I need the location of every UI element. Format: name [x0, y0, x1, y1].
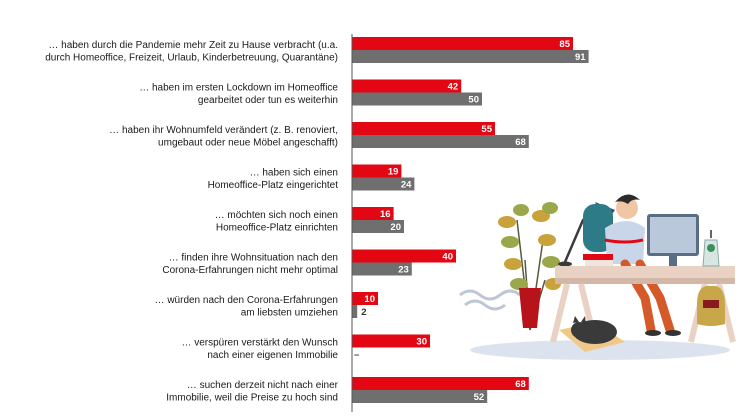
bar-series-1 — [352, 292, 378, 305]
books-icon — [583, 254, 613, 266]
bar-series-2 — [352, 92, 482, 106]
data-label: 55 — [481, 124, 492, 135]
bar-series-2 — [352, 220, 404, 233]
bar-series-2 — [352, 177, 415, 191]
floor-shadow — [470, 340, 730, 360]
category-label: … haben durch die Pandemie mehr Zeit zu … — [45, 40, 338, 64]
data-label: 2 — [361, 307, 366, 318]
bottle-icon — [697, 285, 725, 326]
category-label: … finden ihre Wohnsituation nach den Coro… — [162, 253, 338, 277]
category-label: … verspüren verstärkt den Wunsch nach ein… — [181, 338, 338, 362]
data-label: 85 — [559, 39, 570, 50]
data-label: 24 — [401, 179, 412, 190]
category-label: … haben sich einen Homeoffice-Platz einge… — [208, 168, 339, 192]
category-label: … würden nach den Corona-Erfahrungen am l… — [155, 295, 338, 319]
category-labels: … haben durch die Pandemie mehr Zeit zu … — [45, 40, 338, 404]
plant-in-bottle-icon — [702, 230, 720, 267]
data-label: 50 — [468, 94, 479, 105]
data-label: – — [354, 350, 359, 361]
bar-series-1 — [352, 249, 456, 263]
data-label: 30 — [416, 336, 427, 347]
bar-series-2 — [352, 305, 358, 318]
data-label: 68 — [515, 137, 526, 148]
potted-plant-icon — [498, 202, 561, 331]
data-label: 19 — [388, 166, 399, 177]
bar-series-1 — [352, 207, 394, 220]
data-label: 52 — [474, 392, 485, 403]
squiggle-icon — [464, 299, 506, 311]
data-label: 68 — [515, 379, 526, 390]
bar-series-2 — [352, 50, 589, 63]
category-label: … haben ihr Wohnumfeld verändert (z. B. … — [109, 125, 338, 149]
category-label: … haben im ersten Lockdown im Homeoffice… — [139, 83, 338, 107]
bar-series-1 — [352, 122, 495, 135]
bar-series-2 — [352, 262, 412, 276]
monitor-icon — [647, 214, 699, 266]
bar-series-2 — [352, 390, 488, 403]
home-office-illustration — [459, 194, 736, 360]
data-label: 91 — [575, 52, 586, 63]
category-label: … suchen derzeit nicht nach einer Immobil… — [166, 380, 338, 404]
category-label: … möchten sich noch einen Homeoffice-Plat… — [215, 210, 338, 234]
squiggle-icon — [459, 289, 521, 301]
data-label: 42 — [448, 81, 459, 92]
bar-series-1 — [352, 79, 462, 93]
bar-series-1 — [352, 334, 430, 348]
data-label: 20 — [390, 222, 401, 233]
bar-series-1 — [352, 377, 529, 390]
data-label: 40 — [442, 251, 453, 262]
data-label: 10 — [364, 294, 375, 305]
bar-series-2 — [352, 135, 529, 148]
bar-series-1 — [352, 164, 402, 178]
sleeping-cat-icon — [559, 316, 625, 352]
data-label: 16 — [380, 209, 391, 220]
bar-series-1 — [352, 37, 573, 50]
data-label: 23 — [398, 264, 409, 275]
